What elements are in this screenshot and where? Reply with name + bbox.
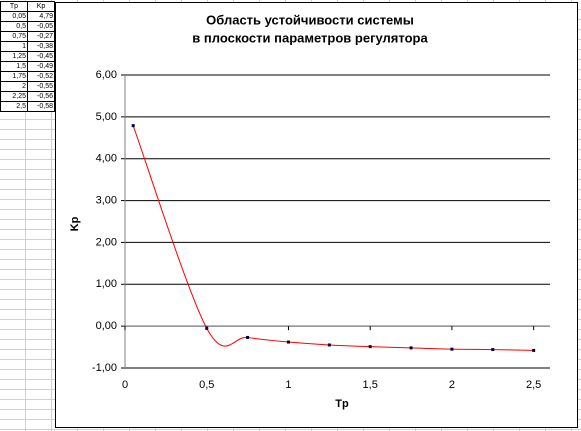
point-marker (286, 340, 290, 344)
table-cell: -0,38 (27, 41, 55, 52)
point-marker (131, 124, 135, 128)
x-tick-label: 2 (449, 379, 455, 391)
x-tick-label: 0 (122, 379, 128, 391)
x-tick-label: 2,5 (526, 379, 541, 391)
table-cell: -0,52 (27, 71, 55, 82)
table-row: 1,25 -0,45 (0, 51, 55, 62)
x-tick-label: 1,5 (363, 379, 378, 391)
table-row: 0,5 -0,05 (0, 21, 55, 32)
point-marker (450, 347, 454, 351)
table-row: Tp Kp (0, 1, 55, 12)
table-cell: 2 (0, 81, 28, 92)
table-cell: -0,49 (27, 61, 55, 72)
table-row: 2,5 -0,58 (0, 101, 55, 112)
chart-border (55, 2, 578, 428)
table-row: 0,05 4,79 (0, 11, 55, 22)
table-cell: 0,05 (0, 11, 28, 22)
table-cell: 1,75 (0, 71, 28, 82)
table-row: 1,5 -0,49 (0, 61, 55, 72)
table-cell: 0,75 (0, 31, 28, 42)
table-cell: 2,5 (0, 101, 28, 112)
table-cell: 0,5 (0, 21, 28, 32)
point-marker (532, 348, 536, 352)
y-tick-label: 5,00 (96, 111, 117, 123)
table-cell: 1,5 (0, 61, 28, 72)
point-marker (491, 348, 495, 352)
table-cell: -0,55 (27, 81, 55, 92)
table-row: 2 -0,55 (0, 81, 55, 92)
point-marker (246, 335, 250, 339)
table-cell: 2,25 (0, 91, 28, 102)
y-tick-label: -1,00 (92, 362, 117, 374)
table-cell: -0,56 (27, 91, 55, 102)
table-cell: -0,27 (27, 31, 55, 42)
table-cell: 1 (0, 41, 28, 52)
chart: Область устойчивости системы в плоскости… (55, 2, 578, 428)
point-marker (368, 345, 372, 349)
x-tick-label: 0,5 (199, 379, 214, 391)
data-table: Tp Kp 0,05 4,79 0,5 -0,05 0,75 -0,27 1 -0,38 1,25-… (0, 1, 55, 112)
y-tick-label: 1,00 (96, 278, 117, 290)
y-tick-label: 3,00 (96, 194, 117, 206)
point-marker (205, 326, 209, 330)
x-tick-label: 1 (285, 379, 291, 391)
table-row: 2,25 -0,56 (0, 91, 55, 102)
table-cell: 1,25 (0, 51, 28, 62)
table-row: 1 -0,38 (0, 41, 55, 52)
table-cell: Tp (0, 1, 28, 12)
y-tick-label: 2,00 (96, 236, 117, 248)
chart-title: в плоскости параметров регулятора (192, 30, 428, 45)
y-tick-label: 4,00 (96, 153, 117, 165)
y-axis-label: Kp (69, 216, 81, 231)
table-cell: -0,58 (27, 101, 55, 112)
table-row: 1,75 -0,52 (0, 71, 55, 82)
table-cell: -0,05 (27, 21, 55, 32)
y-tick-label: 6,00 (96, 69, 117, 81)
table-row: 0,75 -0,27 (0, 31, 55, 42)
chart-title: Область устойчивости системы (206, 12, 414, 27)
x-axis-label: Tp (335, 398, 349, 410)
table-cell: Kp (27, 1, 55, 12)
y-tick-label: 0,00 (96, 320, 117, 332)
point-marker (327, 343, 331, 347)
point-marker (409, 346, 413, 350)
table-cell: 4,79 (27, 11, 55, 22)
table-cell: -0,45 (27, 51, 55, 62)
